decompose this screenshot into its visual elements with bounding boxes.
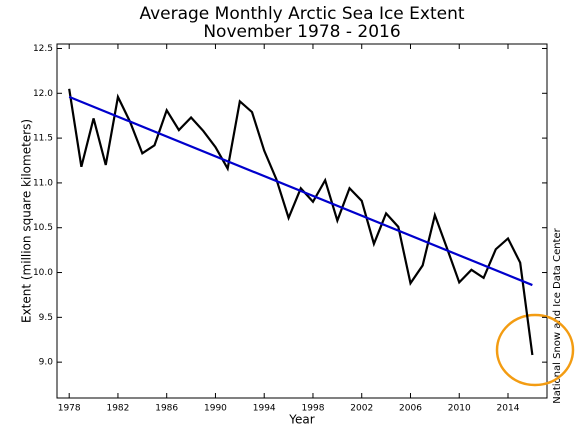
highlight-circle <box>495 313 575 387</box>
x-axis-label: Year <box>288 413 314 427</box>
y-tick-label: 12.5 <box>33 44 53 54</box>
x-tick-label: 1998 <box>302 404 325 414</box>
x-tick-label: 2002 <box>350 404 373 414</box>
x-tick-label: 2010 <box>448 404 471 414</box>
x-tick-label: 1986 <box>155 404 178 414</box>
y-tick-label: 11.0 <box>33 178 53 188</box>
plot-frame <box>56 43 548 399</box>
y-tick-label: 10.0 <box>33 268 53 278</box>
x-tick-label: 1982 <box>106 404 129 414</box>
y-tick-label: 10.5 <box>33 223 53 233</box>
chart-title: Average Monthly Arctic Sea Ice Extent <box>139 4 464 24</box>
x-tick-label: 1990 <box>204 404 227 414</box>
y-tick-label: 12.0 <box>33 89 53 99</box>
series-line <box>68 95 533 287</box>
source-note: National Snow and Ice Data Center <box>552 227 563 403</box>
x-tick-label: 1978 <box>58 404 81 414</box>
x-tick-label: 2014 <box>497 404 520 414</box>
y-tick-label: 11.5 <box>33 134 53 144</box>
y-tick-label: 9.0 <box>39 358 54 368</box>
chart-subtitle: November 1978 - 2016 <box>203 22 400 42</box>
x-tick-label: 2006 <box>399 404 422 414</box>
series-line <box>68 88 534 356</box>
y-tick-label: 9.5 <box>39 313 53 323</box>
y-axis-label: Extent (million square kilometers) <box>20 119 34 323</box>
x-tick-label: 1994 <box>253 404 276 414</box>
